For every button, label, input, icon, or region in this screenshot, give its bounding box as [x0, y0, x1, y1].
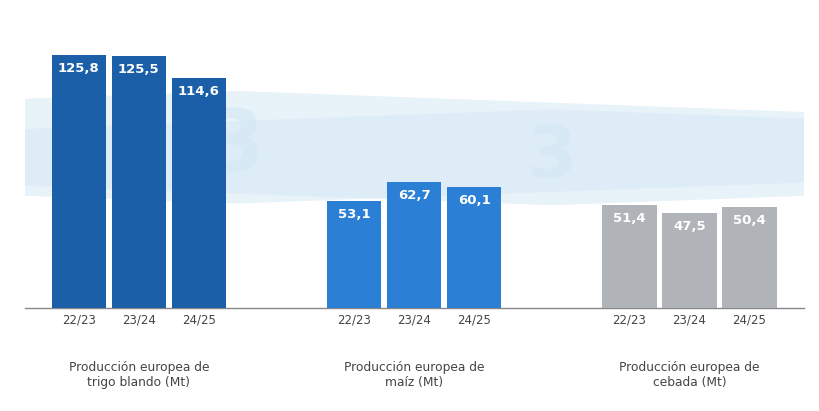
Text: 47,5: 47,5	[672, 220, 705, 233]
Text: 53,1: 53,1	[337, 208, 370, 222]
Text: Producción europea de
maíz (Mt): Producción europea de maíz (Mt)	[343, 361, 484, 389]
Text: 114,6: 114,6	[178, 85, 219, 98]
Text: 60,1: 60,1	[457, 194, 490, 207]
Bar	[446, 187, 500, 308]
Text: 125,5: 125,5	[118, 63, 160, 76]
Text: 62,7: 62,7	[397, 189, 430, 202]
Text: 125,8: 125,8	[58, 62, 100, 75]
Text: 3: 3	[206, 106, 265, 189]
Bar	[387, 182, 441, 308]
Bar	[722, 207, 776, 308]
Text: Producción europea de
trigo blando (Mt): Producción europea de trigo blando (Mt)	[69, 361, 209, 389]
Bar	[171, 78, 225, 308]
Text: Producción europea de
cebada (Mt): Producción europea de cebada (Mt)	[618, 361, 758, 389]
Bar	[602, 205, 656, 308]
Text: 50,4: 50,4	[732, 214, 765, 227]
Bar	[52, 55, 106, 308]
Text: 3: 3	[526, 123, 577, 192]
Bar	[111, 55, 165, 308]
Polygon shape	[0, 109, 819, 205]
Text: 51,4: 51,4	[613, 212, 645, 225]
Bar	[327, 201, 381, 308]
Polygon shape	[0, 91, 819, 203]
Bar	[662, 212, 716, 308]
